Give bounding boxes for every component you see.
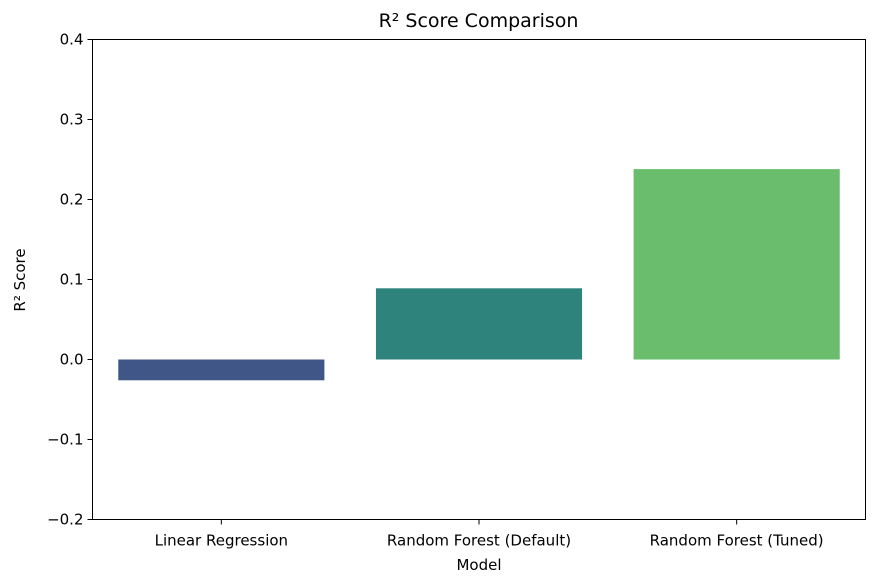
x-axis-label: Model: [456, 556, 501, 574]
plot-frame: [92, 39, 866, 520]
x-tick-label: Random Forest (Default): [387, 532, 571, 550]
chart-title: R² Score Comparison: [379, 10, 579, 32]
y-axis-ticks: −0.2 −0.1 0.0 0.1 0.2 0.3 0.4: [47, 31, 93, 529]
bar-2: [633, 169, 840, 360]
y-tick-label: 0.4: [60, 31, 84, 49]
y-tick-label: 0.0: [60, 351, 84, 369]
x-axis-ticks: Linear Regression Random Forest (Default)…: [155, 519, 824, 550]
y-tick-label: 0.1: [60, 271, 84, 289]
y-tick-label: 0.2: [60, 191, 84, 209]
y-tick-label: 0.3: [60, 111, 84, 129]
x-tick-label: Random Forest (Tuned): [650, 532, 824, 550]
x-tick-label: Linear Regression: [155, 532, 288, 550]
bars-group: [118, 169, 840, 381]
y-tick-label: −0.1: [47, 431, 83, 449]
y-tick-label: −0.2: [47, 511, 83, 529]
bar-1: [375, 288, 583, 360]
y-axis-label: R² Score: [11, 248, 29, 311]
bar-0: [118, 359, 325, 381]
